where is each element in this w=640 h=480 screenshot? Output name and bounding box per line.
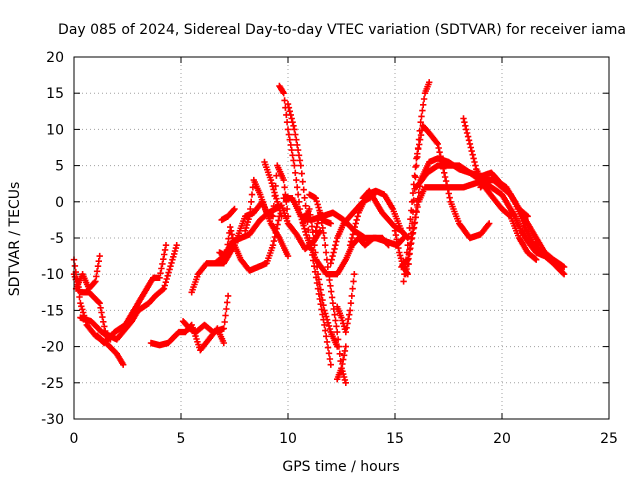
x-tick-label: 5 — [177, 431, 186, 447]
data-point-marks — [218, 205, 238, 224]
y-tick-label: 10 — [46, 122, 64, 138]
data-point-marks — [359, 187, 411, 242]
data-point-marks — [261, 158, 285, 220]
series-track-32 — [477, 176, 568, 271]
x-axis-label: GPS time / hours — [282, 459, 399, 475]
series-track-24 — [359, 187, 411, 242]
x-tick-label: 25 — [600, 431, 618, 447]
y-tick-label: -25 — [41, 376, 64, 392]
data-point-marks — [72, 252, 103, 292]
data-point-marks — [460, 115, 540, 263]
series-track-19 — [312, 209, 349, 386]
data-point-marks — [299, 205, 341, 350]
y-axis-label: SDTVAR / TECUs — [7, 182, 23, 297]
x-tick-label: 20 — [493, 431, 511, 447]
y-tick-label: -10 — [41, 267, 64, 283]
series-track-20 — [334, 343, 349, 383]
y-tick-label: -20 — [41, 340, 64, 356]
data-point-marks — [77, 242, 180, 343]
series-track-5 — [72, 252, 103, 292]
x-tick-label: 10 — [279, 431, 297, 447]
series-track-26 — [400, 122, 493, 285]
y-tick-label: 0 — [55, 195, 64, 211]
series-track-11 — [218, 205, 238, 224]
grid-lines — [74, 57, 609, 419]
x-tick-label: 0 — [70, 431, 79, 447]
x-tick-label: 15 — [386, 431, 404, 447]
data-marks — [70, 79, 568, 386]
series-track-17 — [299, 205, 341, 350]
data-point-marks — [477, 176, 568, 271]
data-point-marks — [334, 271, 358, 336]
series-track-4 — [77, 242, 180, 343]
y-tick-label: 5 — [55, 159, 64, 175]
data-point-marks — [179, 292, 232, 336]
data-point-marks — [400, 122, 493, 285]
series-track-13 — [261, 158, 285, 220]
series-track-10 — [216, 213, 283, 274]
y-tick-label: 20 — [46, 50, 64, 66]
series-track-21 — [334, 271, 358, 336]
data-point-marks — [216, 213, 283, 274]
data-point-marks — [312, 209, 349, 386]
y-tick-label: -30 — [41, 412, 64, 428]
plot-frame — [73, 56, 610, 420]
y-tick-label: -5 — [50, 231, 64, 247]
data-point-marks — [242, 162, 292, 234]
data-point-marks — [334, 343, 349, 383]
series-track-30 — [460, 115, 540, 263]
chart-title: Day 085 of 2024, Sidereal Day-to-day VTE… — [58, 22, 626, 38]
y-tick-label: 15 — [46, 86, 64, 102]
series-track-7 — [179, 292, 232, 336]
series-track-12 — [242, 162, 292, 234]
y-tick-label: -15 — [41, 303, 64, 319]
